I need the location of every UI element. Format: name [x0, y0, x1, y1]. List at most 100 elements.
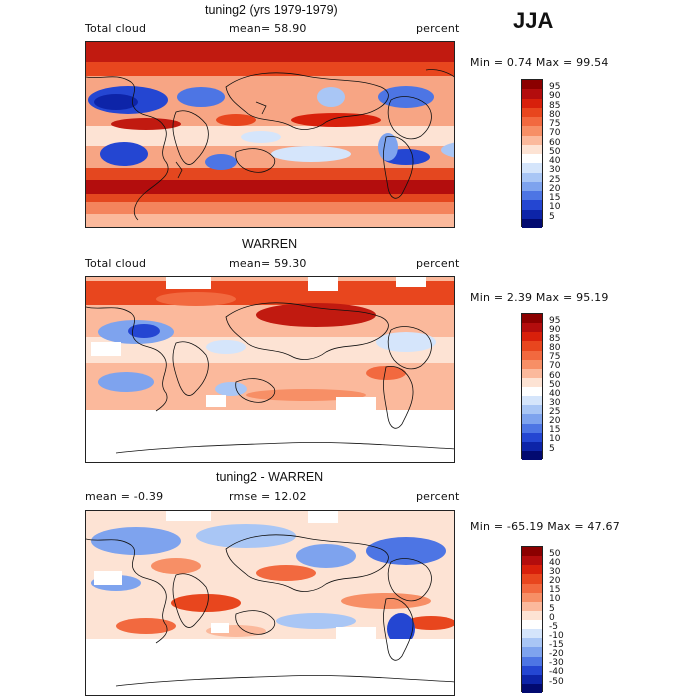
panel2-map: [85, 276, 455, 463]
colorbar-swatch: [522, 638, 542, 648]
colorbar-swatch: [522, 80, 542, 90]
colorbar-swatch: [522, 144, 542, 154]
colorbar-swatch: [522, 583, 542, 593]
colorbar-tick-label: 30: [549, 165, 561, 175]
panel3-title: tuning2 - WARREN: [216, 470, 324, 484]
colorbar-tick-label: 60: [549, 371, 561, 381]
colorbar-tick-label: 10: [549, 434, 561, 444]
colorbar-tick-label: -20: [549, 649, 564, 659]
panel1-mean-label: mean= 58.90: [229, 22, 307, 35]
colorbar-tick-label: 95: [549, 316, 561, 326]
panel2-units-label: percent: [416, 257, 460, 270]
colorbar-swatch: [522, 323, 542, 333]
colorbar-tick-label: 60: [549, 138, 561, 148]
panel1-minmax-label: Min = 0.74 Max = 99.54: [470, 56, 609, 69]
colorbar-swatch: [522, 450, 542, 460]
panel3-map-svg: [86, 511, 454, 695]
colorbar-swatch: [522, 656, 542, 666]
colorbar-swatch: [522, 191, 542, 201]
colorbar-swatch: [522, 620, 542, 630]
panel1-variable-label: Total cloud: [85, 22, 147, 35]
colorbar-swatch: [522, 629, 542, 639]
colorbar-tick-label: -10: [549, 631, 564, 641]
colorbar-tick-label: 90: [549, 325, 561, 335]
colorbar-tick-label: 80: [549, 110, 561, 120]
colorbar-swatch: [522, 368, 542, 378]
colorbar-swatch: [522, 441, 542, 451]
colorbar-swatch: [522, 341, 542, 351]
colorbar-swatch: [522, 683, 542, 693]
colorbar-tick-label: 40: [549, 558, 561, 568]
colorbar-swatch: [522, 163, 542, 173]
colorbar-swatch: [522, 414, 542, 424]
panel1-units-label: percent: [416, 22, 460, 35]
colorbar-tick-label: 10: [549, 594, 561, 604]
colorbar-swatch: [522, 592, 542, 602]
colorbar-tick-label: 85: [549, 334, 561, 344]
colorbar-swatch: [522, 547, 542, 557]
colorbar-tick-label: 70: [549, 128, 561, 138]
panel1-title: tuning2 (yrs 1979-1979): [205, 3, 338, 17]
colorbar-tick-label: 20: [549, 576, 561, 586]
colorbar-swatch: [522, 154, 542, 164]
colorbar-swatch: [522, 387, 542, 397]
colorbar-swatch: [522, 359, 542, 369]
colorbar-swatch: [522, 674, 542, 684]
colorbar-swatch: [522, 89, 542, 99]
panel2-variable-label: Total cloud: [85, 257, 147, 270]
panel3-colorbar: [521, 546, 543, 693]
colorbar-tick-label: 0: [549, 613, 555, 623]
colorbar-tick-label: 95: [549, 82, 561, 92]
panel3-rmse-label: rmse = 12.02: [229, 490, 307, 503]
colorbar-swatch: [522, 314, 542, 324]
colorbar-tick-label: 5: [549, 212, 555, 222]
colorbar-tick-label: 40: [549, 156, 561, 166]
colorbar-tick-label: 25: [549, 175, 561, 185]
panel2-map-svg: [86, 277, 454, 462]
colorbar-swatch: [522, 218, 542, 228]
colorbar-swatch: [522, 98, 542, 108]
colorbar-swatch: [522, 126, 542, 136]
colorbar-swatch: [522, 332, 542, 342]
colorbar-swatch: [522, 209, 542, 219]
colorbar-swatch: [522, 200, 542, 210]
panel3-units-label: percent: [416, 490, 460, 503]
colorbar-tick-label: -30: [549, 658, 564, 668]
colorbar-swatch: [522, 135, 542, 145]
colorbar-tick-label: 70: [549, 361, 561, 371]
colorbar-swatch: [522, 556, 542, 566]
colorbar-swatch: [522, 574, 542, 584]
colorbar-tick-label: 75: [549, 352, 561, 362]
panel3-minmax-label: Min = -65.19 Max = 47.67: [470, 520, 620, 533]
colorbar-tick-label: 50: [549, 380, 561, 390]
colorbar-tick-label: 5: [549, 444, 555, 454]
colorbar-tick-label: 90: [549, 91, 561, 101]
season-label: JJA: [513, 8, 554, 33]
colorbar-tick-label: 85: [549, 101, 561, 111]
colorbar-swatch: [522, 432, 542, 442]
colorbar-tick-label: 50: [549, 147, 561, 157]
colorbar-swatch: [522, 423, 542, 433]
panel1-map: [85, 41, 455, 228]
panel2-title: WARREN: [242, 237, 298, 251]
colorbar-swatch: [522, 601, 542, 611]
colorbar-swatch: [522, 377, 542, 387]
colorbar-swatch: [522, 117, 542, 127]
colorbar-swatch: [522, 172, 542, 182]
panel1-colorbar: [521, 79, 543, 228]
colorbar-swatch: [522, 396, 542, 406]
colorbar-swatch: [522, 610, 542, 620]
colorbar-swatch: [522, 107, 542, 117]
colorbar-swatch: [522, 350, 542, 360]
colorbar-swatch: [522, 565, 542, 575]
colorbar-tick-label: 15: [549, 425, 561, 435]
colorbar-tick-label: 15: [549, 193, 561, 203]
colorbar-tick-label: -5: [549, 622, 558, 632]
colorbar-swatch: [522, 181, 542, 191]
panel2-mean-label: mean= 59.30: [229, 257, 307, 270]
colorbar-tick-label: 30: [549, 567, 561, 577]
colorbar-tick-label: 75: [549, 119, 561, 129]
panel2-minmax-label: Min = 2.39 Max = 95.19: [470, 291, 609, 304]
colorbar-tick-label: 50: [549, 549, 561, 559]
colorbar-tick-label: -50: [549, 677, 564, 687]
